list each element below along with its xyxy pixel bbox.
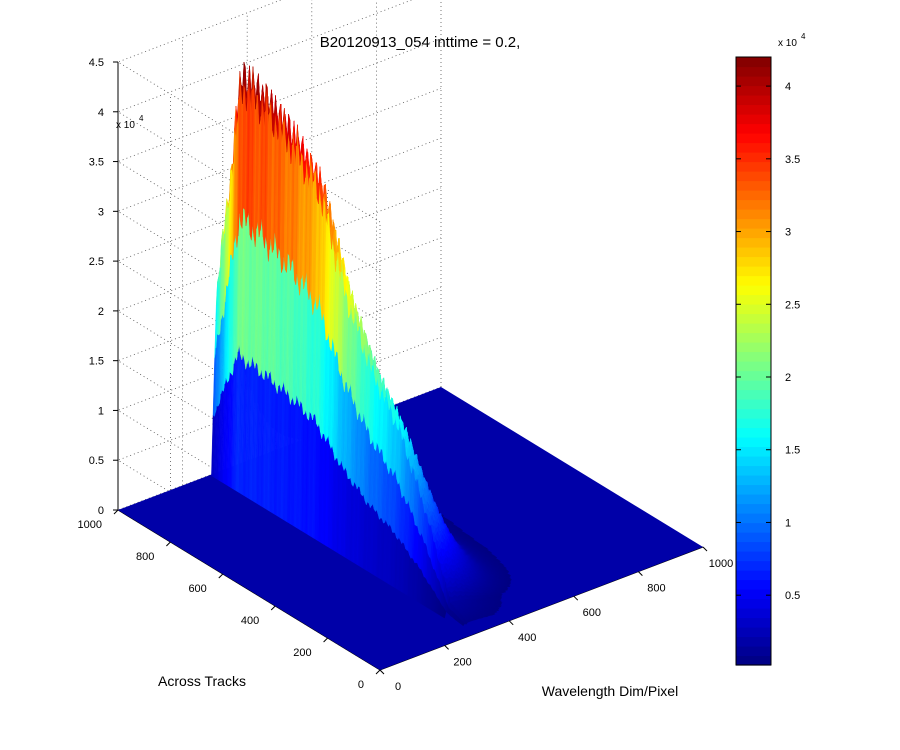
surface-plot	[118, 62, 703, 670]
